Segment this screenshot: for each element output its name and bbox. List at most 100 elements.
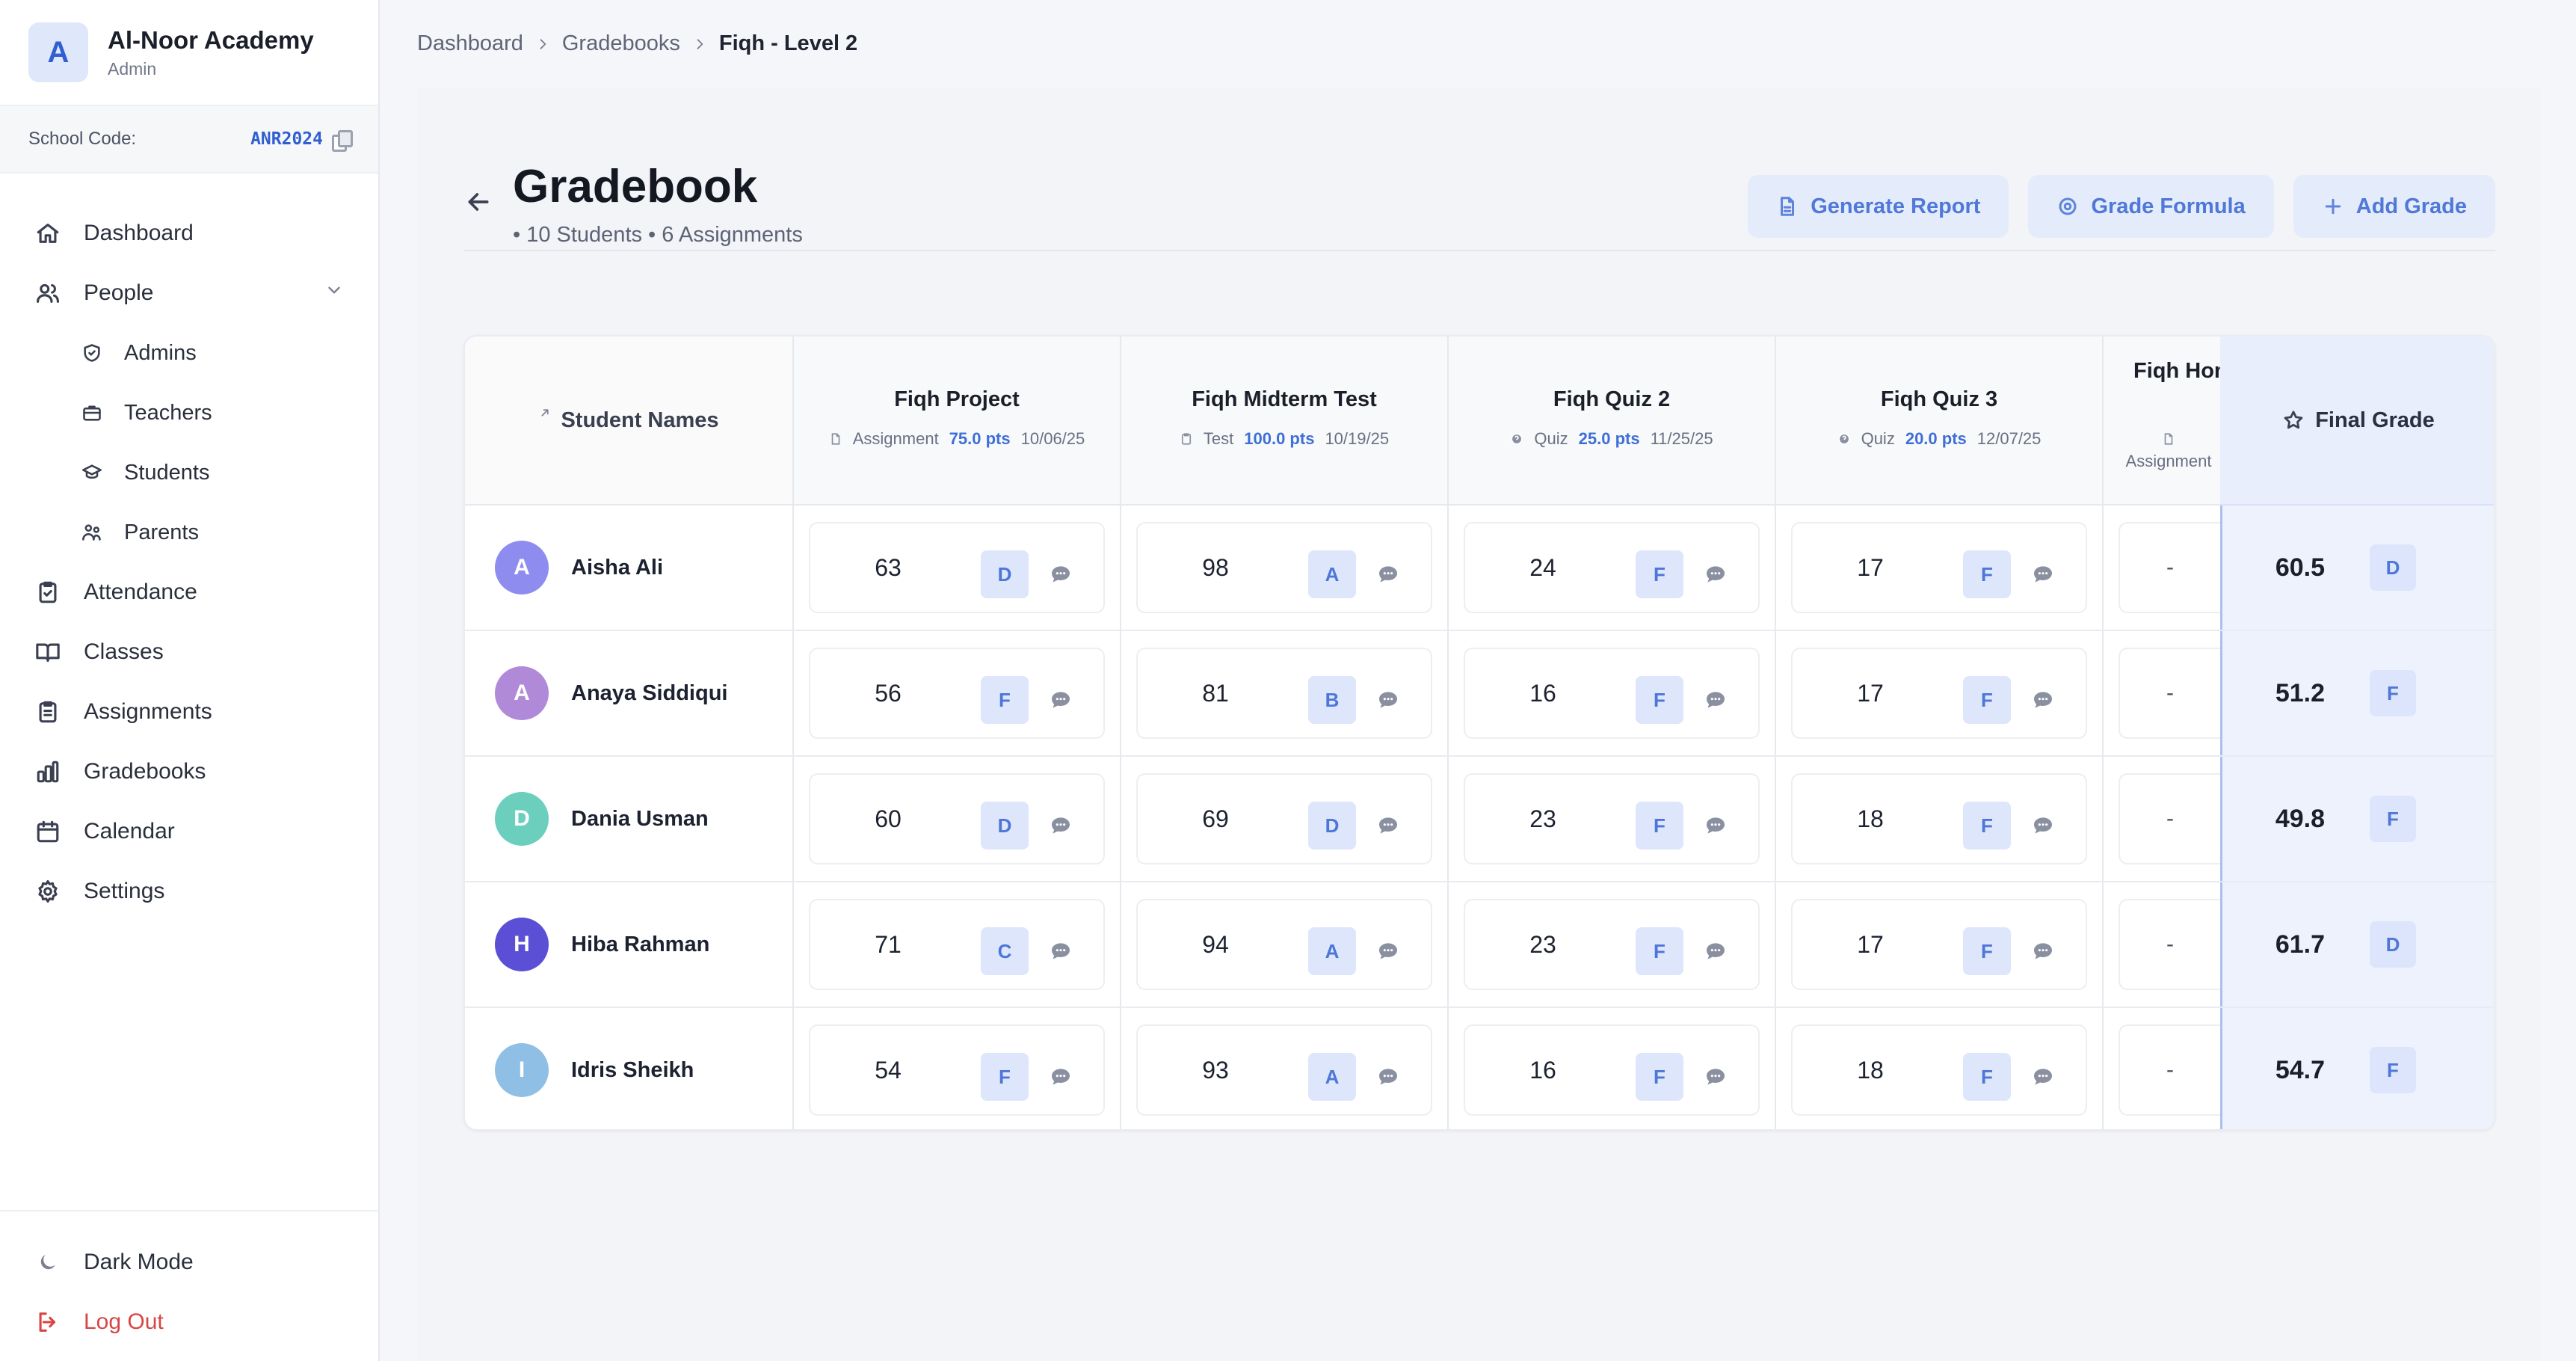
dark-mode-toggle[interactable]: Dark Mode [0,1232,378,1292]
score-input[interactable]: 17 F [1791,899,2087,990]
score-input[interactable]: - [2119,648,2220,739]
score-input[interactable]: 63 D [809,522,1105,613]
comment-icon[interactable] [2030,688,2056,712]
copy-icon[interactable] [332,130,353,152]
comment-icon[interactable] [1375,1065,1401,1089]
score-input[interactable]: 24 F [1464,522,1760,613]
target-icon [2059,197,2077,215]
grade-badge: F [1963,927,2011,975]
comment-icon[interactable] [2030,814,2056,838]
score-value: 18 [1857,805,1884,832]
score-input[interactable]: 81 B [1136,648,1432,739]
comment-icon[interactable] [1375,688,1401,712]
back-arrow-icon[interactable] [463,187,493,217]
comment-icon[interactable] [1048,814,1073,838]
sidebar-item-gradebooks[interactable]: Gradebooks [0,742,378,802]
breadcrumb-current: Fiqh - Level 2 [718,31,858,55]
score-input[interactable]: 23 F [1464,899,1760,990]
score-input[interactable]: - [2119,1024,2220,1116]
student-name: Aisha Ali [571,555,664,580]
score-input[interactable]: 18 F [1791,1024,2087,1116]
score-input[interactable]: - [2119,522,2220,613]
assignment-header[interactable]: Fiqh Hom Assignment [2104,337,2235,506]
sidebar-item-attendance[interactable]: Attendance [0,562,378,622]
student-names-label: Student Names [561,408,719,432]
score-input[interactable]: - [2119,899,2220,990]
add-grade-button[interactable]: Add Grade [2293,175,2495,238]
assignment-date: 10/19/25 [1325,429,1390,448]
comment-icon[interactable] [1375,939,1401,963]
comment-icon[interactable] [2030,939,2056,963]
assignment-title: Fiqh Hom [2133,359,2234,383]
breadcrumb-gradebooks[interactable]: Gradebooks [561,31,680,55]
comment-icon[interactable] [1703,688,1728,712]
breadcrumb-dashboard[interactable]: Dashboard [417,31,523,55]
sidebar-item-people[interactable]: People [0,263,378,323]
final-grade-value: 54.7 [2275,1055,2325,1084]
score-input[interactable]: 16 F [1464,1024,1760,1116]
log-out-button[interactable]: Log Out [0,1292,378,1352]
assignment-title: Fiqh Quiz 3 [1880,387,1998,411]
score-input[interactable]: 98 A [1136,522,1432,613]
sidebar-item-calendar[interactable]: Calendar [0,802,378,861]
score-input[interactable]: 16 F [1464,648,1760,739]
final-grade-badge: F [2370,670,2416,716]
student-name-cell[interactable]: H Hiba Rahman [465,882,794,1007]
score-input[interactable]: 23 F [1464,773,1760,864]
sidebar-item-admins[interactable]: Admins [0,323,378,383]
student-names-header[interactable]: Student Names [465,337,794,506]
breadcrumb: Dashboard Gradebooks Fiqh - Level 2 [417,31,857,56]
assignment-header[interactable]: Fiqh Project Assignment 75.0 pts 10/06/25 [794,337,1121,506]
comment-icon[interactable] [1048,562,1073,586]
chevron-down-icon[interactable] [324,280,344,306]
sidebar-item-dashboard[interactable]: Dashboard [0,203,378,263]
sidebar-item-settings[interactable]: Settings [0,861,378,921]
score-input[interactable]: 69 D [1136,773,1432,864]
sidebar-item-parents[interactable]: Parents [0,503,378,562]
score-input[interactable]: 60 D [809,773,1105,864]
student-name-cell[interactable]: A Anaya Siddiqui [465,631,794,755]
score-input[interactable]: 94 A [1136,899,1432,990]
assignment-header[interactable]: Fiqh Quiz 3 Quiz 20.0 pts 12/07/25 [1776,337,2104,506]
document-icon [831,433,840,445]
score-cell: 81 B [1121,631,1449,755]
comment-icon[interactable] [1703,1065,1728,1089]
grade-badge: F [1636,550,1683,598]
comment-icon[interactable] [1703,814,1728,838]
grade-formula-button[interactable]: Grade Formula [2028,175,2274,238]
comment-icon[interactable] [2030,1065,2056,1089]
score-input[interactable]: 17 F [1791,648,2087,739]
final-grade-header[interactable]: Final Grade [2220,337,2494,506]
sidebar-item-classes[interactable]: Classes [0,622,378,682]
sidebar-item-label: Admins [124,340,197,365]
comment-icon[interactable] [1375,562,1401,586]
sort-icon[interactable] [538,406,552,420]
assignment-header[interactable]: Fiqh Quiz 2 Quiz 25.0 pts 11/25/25 [1449,337,1776,506]
comment-icon[interactable] [1048,688,1073,712]
assignment-header[interactable]: Fiqh Midterm Test Test 100.0 pts 10/19/25 [1121,337,1449,506]
sidebar-item-students[interactable]: Students [0,443,378,503]
score-input[interactable]: 56 F [809,648,1105,739]
generate-report-button[interactable]: Generate Report [1748,175,2009,238]
sidebar-item-teachers[interactable]: Teachers [0,383,378,443]
score-input[interactable]: 93 A [1136,1024,1432,1116]
gradebook-grid: Student Names Fiqh Project Assignment 75.0… [465,337,2494,1129]
score-input[interactable]: 17 F [1791,522,2087,613]
score-cell: 56 F [794,631,1121,755]
student-name-cell[interactable]: D Dania Usman [465,757,794,881]
comment-icon[interactable] [2030,562,2056,586]
student-name-cell[interactable]: I Idris Sheikh [465,1008,794,1129]
comment-icon[interactable] [1375,814,1401,838]
comment-icon[interactable] [1703,562,1728,586]
sidebar-item-assignments[interactable]: Assignments [0,682,378,742]
comment-icon[interactable] [1703,939,1728,963]
grade-badge: D [981,802,1029,850]
score-input[interactable]: 18 F [1791,773,2087,864]
comment-icon[interactable] [1048,1065,1073,1089]
score-input[interactable]: 54 F [809,1024,1105,1116]
student-name-cell[interactable]: A Aisha Ali [465,506,794,630]
score-input[interactable]: 71 C [809,899,1105,990]
student-name: Anaya Siddiqui [571,680,728,705]
comment-icon[interactable] [1048,939,1073,963]
score-input[interactable]: - [2119,773,2220,864]
